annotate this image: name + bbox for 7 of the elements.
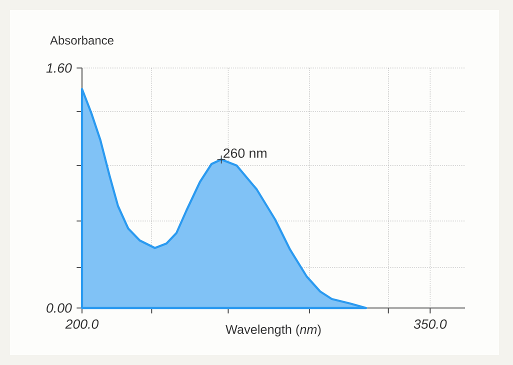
y-tick-label: 1.60 bbox=[46, 63, 72, 73]
x-axis-title: Wavelength (nm) bbox=[226, 324, 321, 336]
y-tick-label: 0.00 bbox=[46, 303, 72, 313]
x-tick-label: 350.0 bbox=[414, 319, 447, 329]
x-tick-label: 200.0 bbox=[65, 319, 99, 329]
annotation: 260 nm bbox=[224, 148, 266, 158]
y-axis-title: Absorbance bbox=[50, 36, 114, 45]
